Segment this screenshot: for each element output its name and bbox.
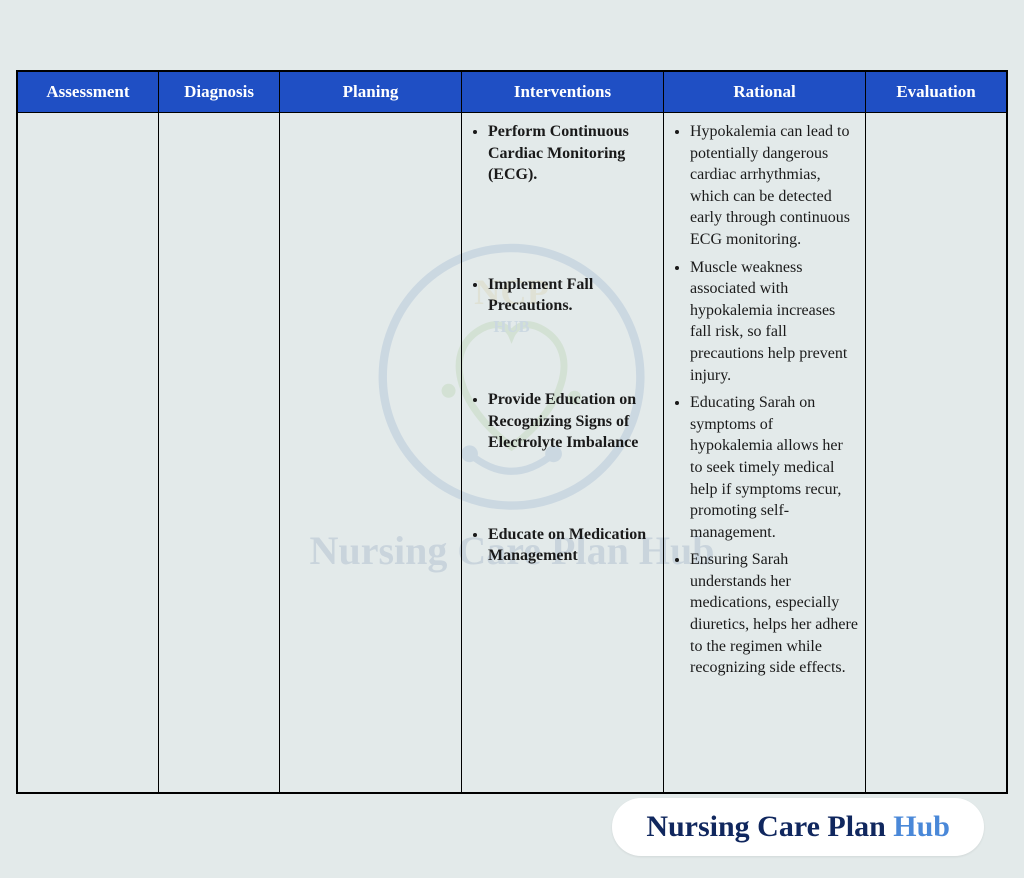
footer-brand-part2: Hub (893, 810, 950, 843)
col-header-evaluation: Evaluation (866, 71, 1007, 113)
list-item: Provide Education on Recognizing Signs o… (488, 389, 657, 454)
table-header-row: Assessment Diagnosis Planing Interventio… (17, 71, 1007, 113)
col-header-assessment: Assessment (17, 71, 158, 113)
list-item: Educating Sarah on symptoms of hypokalem… (690, 392, 859, 543)
cell-diagnosis (158, 113, 279, 793)
list-item: Perform Continuous Cardiac Monitoring (E… (488, 121, 657, 186)
table-row: Perform Continuous Cardiac Monitoring (E… (17, 113, 1007, 793)
care-plan-table: Assessment Diagnosis Planing Interventio… (16, 70, 1008, 794)
cell-interventions: Perform Continuous Cardiac Monitoring (E… (461, 113, 663, 793)
cell-rational: Hypokalemia can lead to potentially dang… (664, 113, 866, 793)
list-item: Hypokalemia can lead to potentially dang… (690, 121, 859, 251)
col-header-planing: Planing (280, 71, 462, 113)
list-item: Ensuring Sarah understands her medicatio… (690, 549, 859, 679)
care-plan-table-container: Assessment Diagnosis Planing Interventio… (0, 0, 1024, 794)
cell-assessment (17, 113, 158, 793)
col-header-rational: Rational (664, 71, 866, 113)
list-item: Muscle weakness associated with hypokale… (690, 257, 859, 387)
col-header-interventions: Interventions (461, 71, 663, 113)
interventions-list: Perform Continuous Cardiac Monitoring (E… (468, 121, 657, 567)
cell-evaluation (866, 113, 1007, 793)
list-item: Educate on Medication Management (488, 524, 657, 567)
list-item: Implement Fall Precautions. (488, 274, 657, 317)
cell-planing (280, 113, 462, 793)
footer-brand-part1: Nursing Care Plan (646, 810, 893, 843)
rational-list: Hypokalemia can lead to potentially dang… (670, 121, 859, 679)
footer-brand-badge: Nursing Care Plan Hub (612, 798, 984, 856)
col-header-diagnosis: Diagnosis (158, 71, 279, 113)
